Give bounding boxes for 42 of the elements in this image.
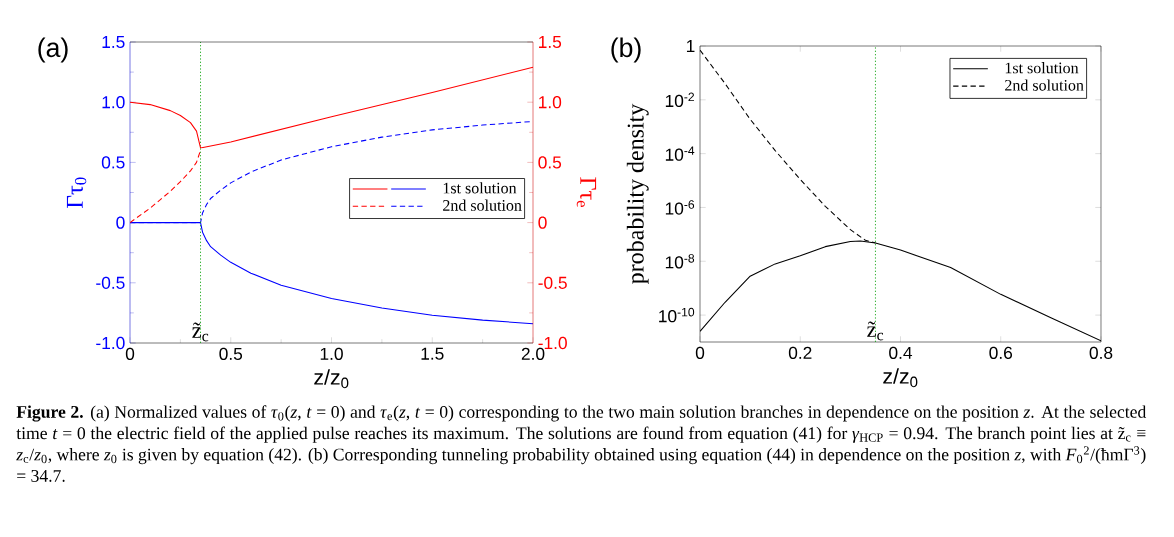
legend-label: 1st solution (1005, 62, 1079, 74)
line-series (130, 66, 534, 149)
ref-line-label: z̃$_{c}$ (192, 322, 209, 342)
x-axis-title: z/z$_{0}$ (883, 368, 918, 388)
line-series (130, 149, 202, 224)
x-tick-label: 0.5 (219, 347, 243, 360)
y-tick-label: -1.0 (96, 336, 125, 350)
y-tick-label: 0 (116, 216, 125, 229)
y-tick-label: 1.5 (102, 35, 125, 49)
y2-axis-title: Γτ$_{e}$ (576, 177, 597, 208)
x-tick-label: 0 (695, 346, 705, 359)
x-tick-label: 0.4 (889, 346, 913, 359)
x-axis-title: z/z$_{0}$ (314, 369, 349, 389)
y-tick-label: -0.5 (96, 276, 125, 289)
y2-tick-label: 1.5 (539, 35, 562, 49)
y2-tick-label: 0 (538, 216, 547, 229)
ref-line-label: z̃$_{c}$ (867, 321, 884, 341)
y-axis-title: Γτ$_{0}$ (66, 177, 87, 209)
chart-title: (b) (611, 37, 641, 63)
legend-label: 2nd solution (1005, 79, 1084, 91)
x-tick-label: 0.6 (989, 346, 1013, 359)
y-tick-label: 10$^{-6}$ (665, 200, 695, 215)
x-tick-label: 0.8 (1089, 346, 1113, 359)
y-tick-label: 0.5 (101, 156, 125, 169)
y2-tick-label: 0.5 (538, 156, 562, 169)
text: Figure 2. (a) Normalized values of τ$_{0}$(z, t = 0) and τ$_{e}$(z, t = 0) corresponding to the two main solution branches in dependence on the position z. At the selected time t = 0 the electric field of the applied pulse reaches its maximum. The solutions are found from equation (41) for γ$_{HCP}$ = 0.94. The branch point lies at z̃$_{c}$ ≡ z$_{c}$/z$_{0}$, where z$_{0}$ is given by equation (42). (b) Corresponding tunneling probability obtained using equation (44) in dependence on the position z, with F$_{0}$$^{2}$/(ħmΓ$^{3}$) = 34.7. (16, 405, 1147, 482)
y2-tick-label: -0.5 (538, 276, 567, 289)
y-axis-title: probability density (626, 103, 649, 284)
y-tick-label: 1 (686, 40, 695, 52)
chart-title: (a) (38, 37, 68, 63)
y-tick-label: 10$^{-2}$ (665, 92, 695, 108)
y-tick-label: 10$^{-10}$ (659, 307, 695, 323)
x-tick-label: 1.5 (421, 347, 444, 360)
legend-label: 2nd solution (443, 199, 522, 211)
legend-label: 1st solution (443, 182, 517, 194)
x-tick-label: 1.0 (320, 347, 343, 360)
y-tick-label: 1.0 (102, 96, 125, 109)
y-tick-label: 10$^{-8}$ (665, 254, 695, 269)
y2-tick-label: 1.0 (539, 96, 562, 109)
x-tick-label: 0.2 (788, 346, 812, 359)
y-tick-label: 10$^{-4}$ (665, 146, 695, 161)
x-tick-label: 0 (125, 347, 135, 360)
